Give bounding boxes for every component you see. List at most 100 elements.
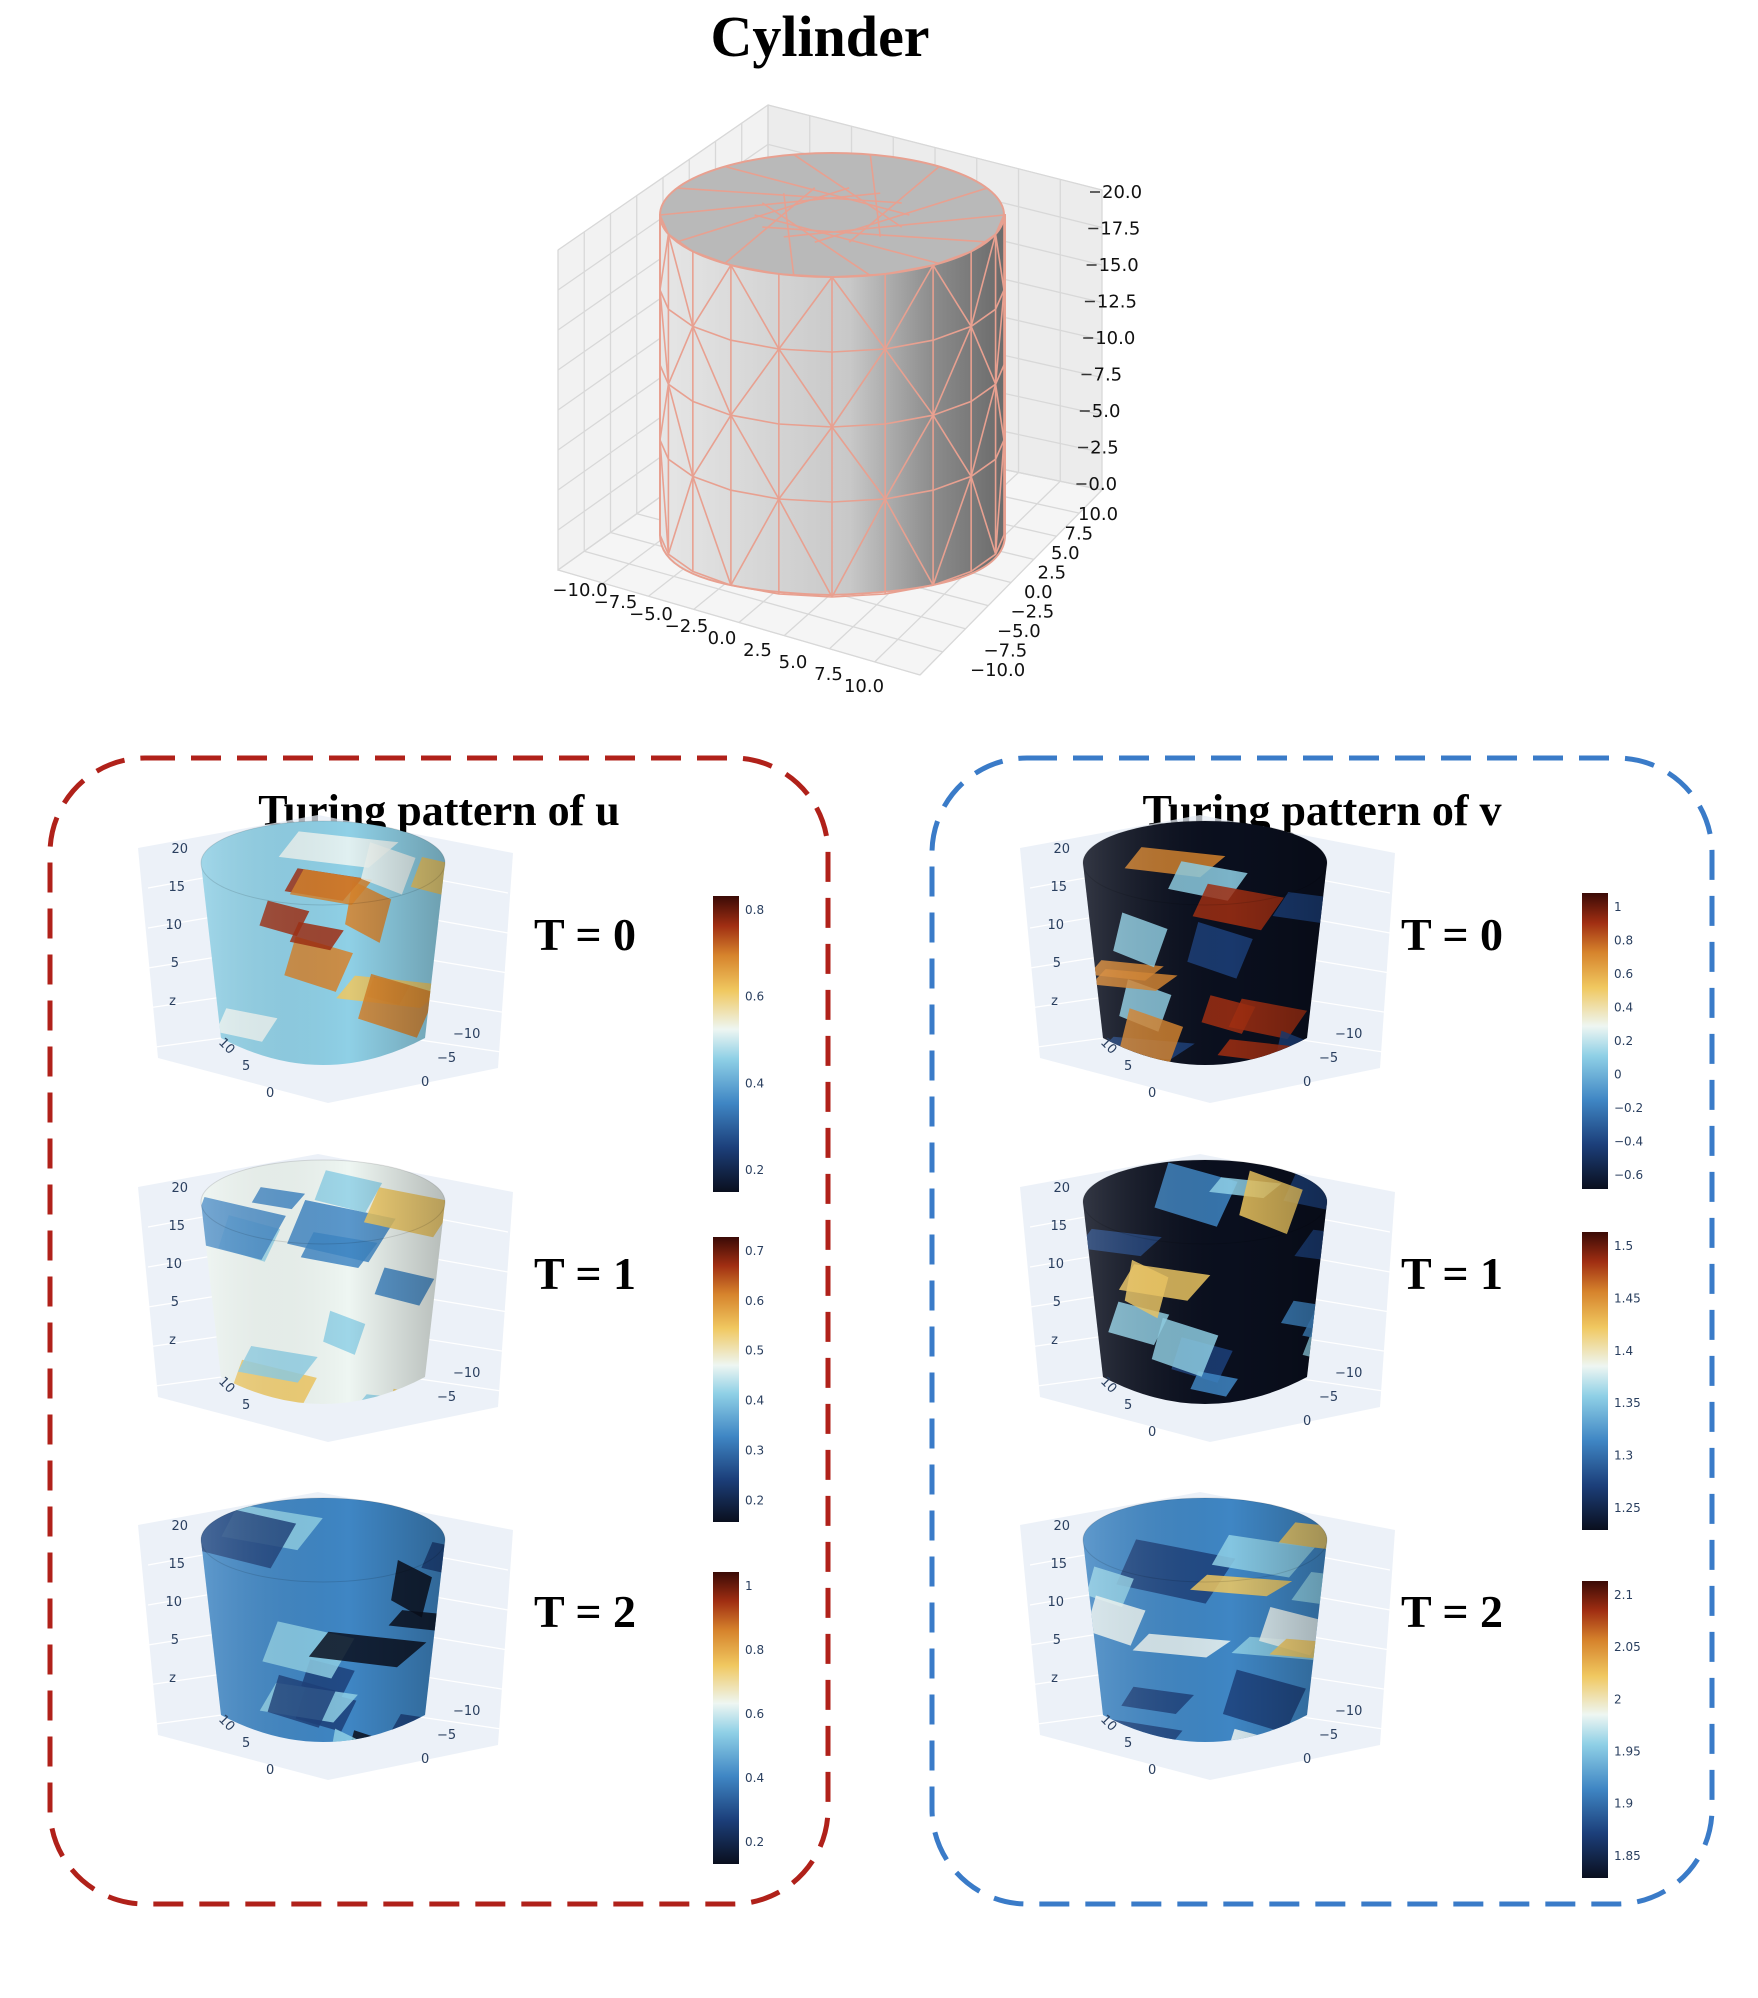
colorbar-tick: 0.4 [1614,1001,1633,1015]
y-tick-label: −7.5 [984,641,1028,662]
z-tick-label: 0.0 [1088,474,1117,495]
colorbar-tick: 0.3 [745,1443,764,1457]
scene-z-tick: 15 [168,1557,185,1572]
z-tick-label: 10.0 [1095,328,1135,349]
time-label: T = 2 [534,1586,636,1637]
scene-y-tick: 0 [266,1086,274,1101]
colorbar-tick: 1 [1614,900,1622,914]
colorbar-tick: 0.2 [745,1493,764,1507]
colorbar-tick: 0.7 [745,1244,764,1258]
scene-z-tick: 5 [1053,956,1061,971]
colorbar [1582,1232,1608,1530]
scene-z-tick: 10 [165,1257,182,1272]
scene-z-tick: 20 [171,842,188,857]
scene-x-tick: −5 [1319,1051,1338,1066]
scene-z-tick: 10 [165,918,182,933]
time-label: T = 1 [534,1248,636,1299]
colorbar-tick: 1.95 [1614,1745,1641,1759]
scene-z-tick: 15 [1050,1557,1067,1572]
scene-x-tick: 0 [1303,1075,1311,1090]
scene-z-tick: 15 [1050,1219,1067,1234]
colorbar-tick: 0.8 [745,1643,764,1657]
cylinder-top-rim [200,820,446,906]
colorbar-tick: 1.5 [1614,1239,1633,1253]
colorbar-tick: 0.8 [745,903,764,917]
time-label: T = 1 [1401,1248,1503,1299]
scene-z-tick: 10 [1047,1257,1064,1272]
y-tick-label: −10.0 [970,660,1025,681]
mesh-z-ticks: 20.0 17.5 15.0 12.5 10.0 7.5 5.0 2.5 0.0 [1076,182,1142,495]
scene-x-tick: −5 [1319,1390,1338,1405]
colorbar-tick: 1.85 [1614,1849,1641,1863]
x-tick-label: 10.0 [844,676,884,697]
x-tick-label: −2.5 [665,616,709,637]
mesh-y-ticks: 10.07.55.02.50.0−2.5−5.0−7.5−10.0 [970,504,1118,681]
cylinder-top-rim [1082,1159,1328,1245]
z-tick-label: 20.0 [1102,182,1142,203]
x-tick-label: −7.5 [594,592,638,613]
scene-z-tick: z [1051,1671,1058,1686]
scene-z-tick: 5 [1053,1633,1061,1648]
scene-y-tick: 0 [266,1763,274,1778]
colorbar-tick: 1 [745,1579,753,1593]
scene-y-tick: 0 [1148,1425,1156,1440]
x-tick-label: −5.0 [629,604,673,625]
colorbar-tick: 0.6 [745,990,764,1004]
figure-title: Cylinder [710,4,929,69]
cylinder-mesh [659,152,1006,598]
colorbar-tick: 2 [1614,1692,1622,1706]
colorbar-tick: −0.2 [1614,1101,1643,1115]
x-tick-label: 7.5 [814,664,843,685]
scene-x-tick: −10 [1335,1366,1362,1381]
scene-z-tick: 15 [168,1219,185,1234]
colorbar-tick: 0.6 [1614,967,1633,981]
scene-y-tick: 5 [242,1059,250,1074]
cylinder-top-rim [200,1159,446,1245]
x-tick-label: 2.5 [743,640,772,661]
scene-y-tick: 0 [1148,1086,1156,1101]
colorbar-tick: 0.8 [1614,934,1633,948]
scene-z-tick: 5 [171,1633,179,1648]
scene-x-tick: −5 [1319,1728,1338,1743]
cylinder-top-rim [1082,820,1328,906]
panel-border [929,755,1715,1907]
scene-z-tick: 10 [1047,918,1064,933]
cylinder-surface [1083,821,1327,1065]
colorbar-tick: 0.2 [745,1835,764,1849]
y-tick-label: 7.5 [1065,524,1094,545]
scene-z-tick: 15 [168,880,185,895]
colorbar-tick: −0.6 [1614,1168,1643,1182]
z-tick-label: 7.5 [1094,365,1123,386]
cylinder-top-rim [200,1497,446,1583]
colorbar-tick: 1.25 [1614,1501,1641,1515]
scene-y-tick: 5 [242,1736,250,1751]
scene-z-tick: 5 [171,956,179,971]
scene-y-tick: 5 [1124,1398,1132,1413]
scene-z-tick: z [169,1671,176,1686]
scene-z-tick: 20 [1053,842,1070,857]
colorbar-tick: 0.5 [745,1344,764,1358]
y-tick-label: 0.0 [1024,582,1053,603]
z-tick-label: 2.5 [1090,438,1119,459]
z-tick-label: 17.5 [1100,219,1140,240]
colorbar-tick: 1.35 [1614,1396,1641,1410]
scene-x-tick: −10 [453,1366,480,1381]
scene-z-tick: z [1051,1333,1058,1348]
colorbar-tick: 2.1 [1614,1588,1633,1602]
x-tick-label: −10.0 [552,580,607,601]
scene-z-tick: 20 [171,1181,188,1196]
scene-z-tick: 20 [1053,1181,1070,1196]
scene-x-tick: −10 [1335,1027,1362,1042]
colorbar-tick: 0 [1614,1068,1622,1082]
colorbar [1582,893,1608,1189]
scene-x-tick: −10 [1335,1704,1362,1719]
scene-z-tick: z [169,994,176,1009]
time-label: T = 2 [1401,1586,1503,1637]
cylinder-top-rim [1082,1497,1328,1583]
